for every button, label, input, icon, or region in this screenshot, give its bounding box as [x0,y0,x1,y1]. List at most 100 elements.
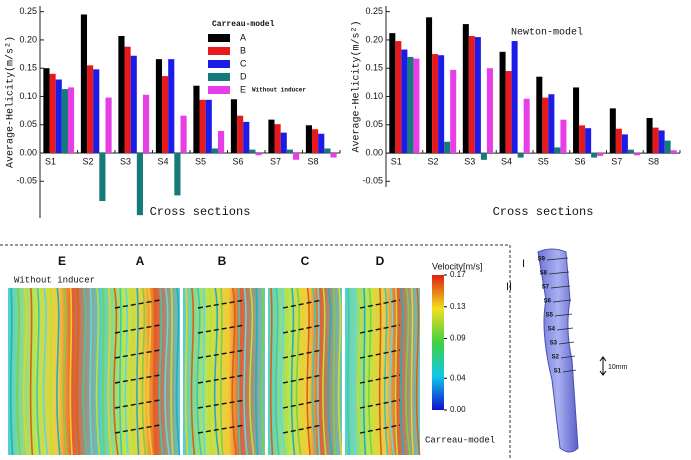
streamline [362,287,367,456]
x-tick-label: S2 [428,156,439,166]
bar [591,153,598,158]
x-tick-label: S5 [538,156,549,166]
streamline [22,287,29,456]
streamline [208,287,213,456]
x-tick-label: S7 [270,156,281,166]
bar [438,55,445,154]
colorbar-tick-label: 0.09 [450,334,466,343]
legend-label: D [240,71,247,81]
panel-label: A [136,254,145,268]
streamline [368,287,373,456]
bar [61,89,68,153]
section-label: S5 [546,313,554,319]
x-tick-label: S1 [391,156,402,166]
x-tick-label: S8 [648,156,659,166]
bar [542,97,549,154]
streamline [248,287,255,456]
streamline [405,287,411,456]
streamline [9,287,14,456]
streamline [337,287,343,456]
y-tick-label: 0.05 [19,119,37,129]
bar [168,59,175,153]
bar [627,149,634,154]
streamline [36,287,41,456]
streamline [317,287,321,456]
streamline [124,287,130,456]
streamline [285,287,289,456]
streamlines [9,287,101,456]
bar [573,87,580,154]
section-line [558,341,575,345]
part-label: II [506,281,512,293]
streamline [202,287,206,456]
bar [426,17,433,154]
bar [205,99,212,153]
streamline [301,287,305,456]
bar [407,56,414,154]
streamlines [184,287,266,456]
inducer [282,349,323,359]
streamline [311,287,318,456]
bar [395,41,402,154]
inducer [359,324,401,334]
streamline [164,287,170,456]
bar [499,51,506,154]
streamline [69,287,73,456]
streamline [196,287,202,456]
bar [67,87,75,153]
bar [155,59,163,153]
bar [505,71,512,154]
streamline [29,287,34,456]
colorbar-tick-label: 0.04 [450,373,466,382]
streamline [225,287,231,456]
streamline [394,287,399,456]
inducer [359,374,401,384]
streamlines [346,287,421,456]
colorbar-title: Velocity[m/s] [432,261,483,271]
bar [142,94,150,153]
streamline [89,287,93,456]
streamline [327,287,333,456]
legend-label: E [240,84,246,94]
bar [523,98,530,154]
y-axis-title: Average-Helicity(m/s²) [5,36,17,168]
y-tick-label: -0.05 [16,176,37,186]
panel-label: D [376,254,385,268]
streamline [119,287,123,456]
streamline [231,287,238,456]
bar [87,65,94,153]
streamline [269,287,274,456]
streamline [158,287,164,456]
bar [462,24,469,154]
bar [55,79,62,153]
bar [486,68,493,154]
streamline [389,287,395,456]
bar [292,152,300,160]
scale-label: 10mm [608,364,628,371]
bar [517,153,524,158]
bar [536,76,543,154]
panel-label: C [301,254,310,268]
inducer [282,424,323,434]
bar [468,35,475,154]
bar [413,58,420,154]
section-label: S7 [542,285,550,291]
streamline [95,287,101,456]
streamline [147,287,153,456]
legend-label: C [240,58,247,68]
streamline [280,287,286,456]
streamline [275,287,280,456]
bar [180,115,187,153]
bar [560,119,567,154]
streamlines [269,287,343,456]
bar [162,76,169,153]
section-label: S3 [550,341,558,347]
streamline [352,287,357,456]
bar [118,35,125,153]
vessel [537,248,579,453]
legend-label: B [240,45,246,55]
x-axis-title: Cross sections [493,205,594,219]
scale-bar [599,356,607,376]
x-tick-label: S4 [157,156,168,166]
bar [268,119,275,153]
